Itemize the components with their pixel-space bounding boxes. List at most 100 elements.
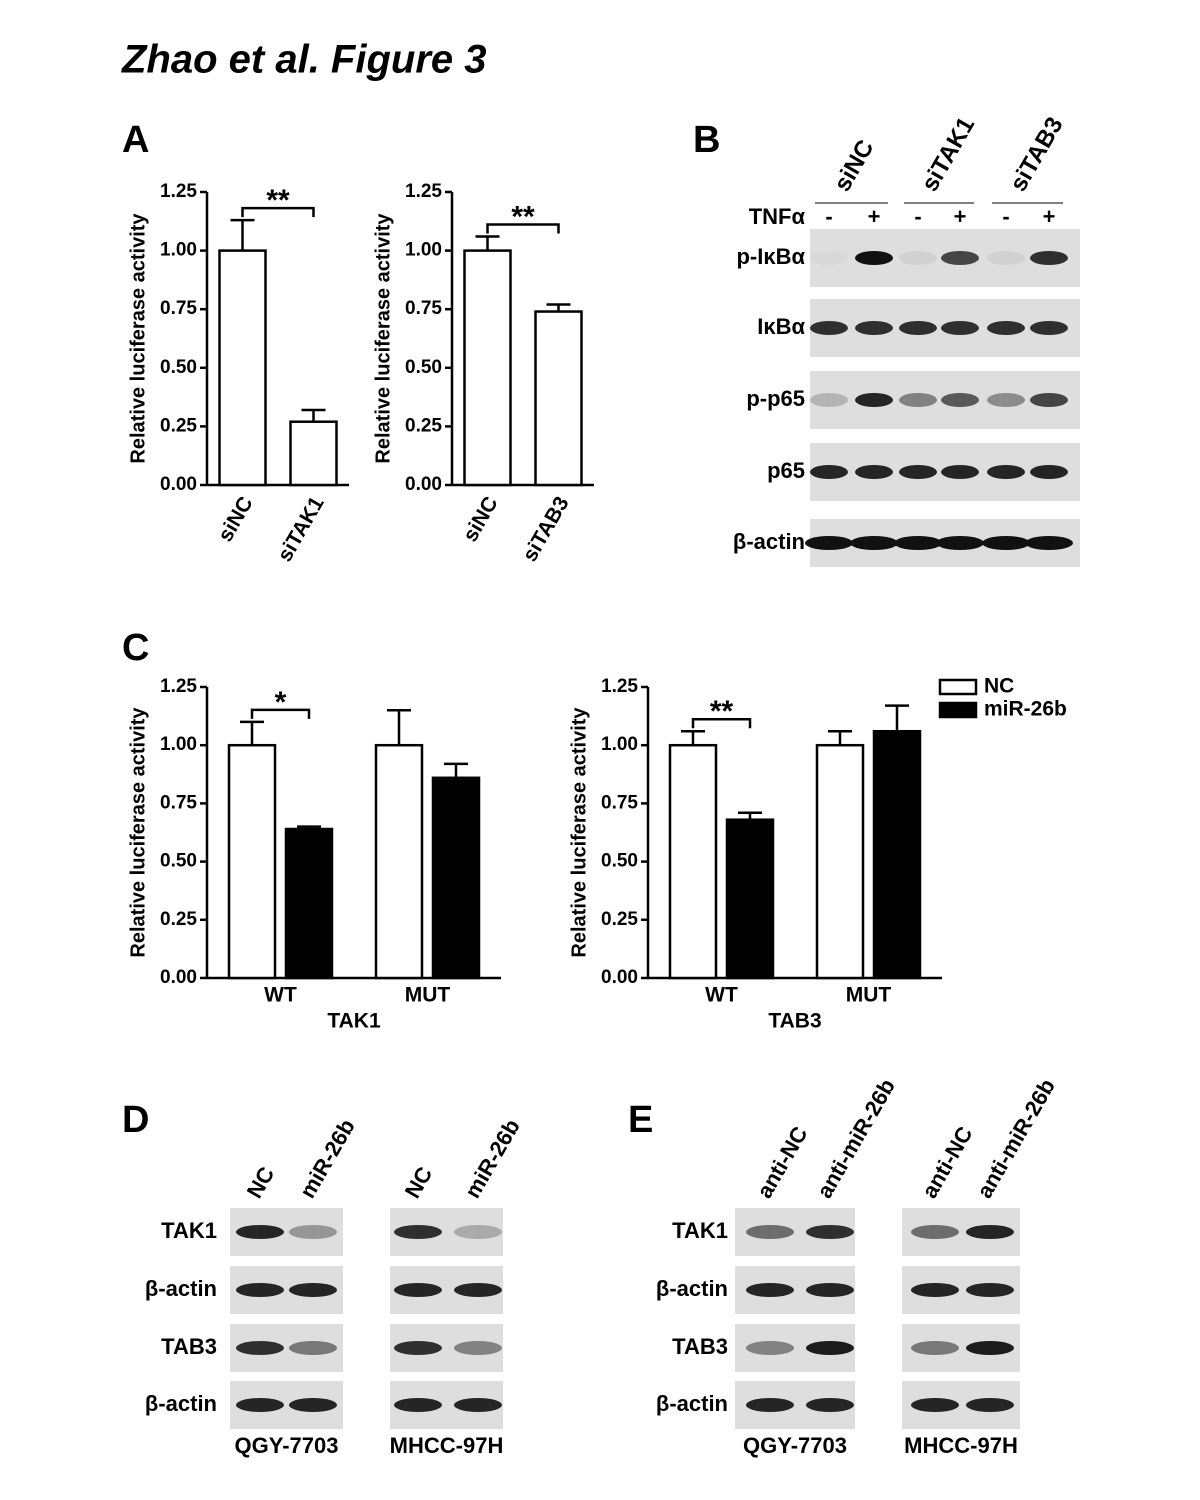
x-tick-label: MUT (846, 984, 892, 1007)
cell-line-label: QGY-7703 (235, 1433, 339, 1458)
significance-label: ** (266, 184, 290, 217)
panel-label: A (122, 119, 149, 161)
x-tick-label: siTAK1 (273, 492, 328, 565)
row-label: TAK1 (161, 1218, 217, 1243)
blot-band (941, 393, 979, 407)
blot-band (911, 1398, 959, 1412)
significance-label: ** (710, 695, 734, 728)
y-tick-label: 0.25 (160, 415, 197, 436)
x-axis-label: TAK1 (327, 1010, 381, 1033)
bar (431, 776, 481, 980)
row-label: β-actin (145, 1276, 217, 1301)
x-axis-label: TAB3 (768, 1010, 821, 1033)
blot-band (911, 1341, 959, 1355)
group-label: siTAB3 (1005, 113, 1069, 197)
panel-label: D (122, 1099, 149, 1141)
lane-sign: + (1043, 204, 1056, 229)
y-tick-label: 0.75 (160, 792, 197, 813)
row-label: β-actin (656, 1276, 728, 1301)
lane-label: anti-NC (917, 1122, 978, 1202)
lane-label: NC (242, 1162, 280, 1202)
y-tick-label: 0.50 (160, 357, 197, 378)
bar (534, 310, 583, 487)
blot-band (806, 1225, 854, 1239)
lane-label: miR-26b (295, 1115, 360, 1203)
blot-band (1030, 393, 1068, 407)
row-label: β-actin (656, 1391, 728, 1416)
lane-sign: + (954, 204, 967, 229)
error-bar (828, 729, 852, 746)
lane-sign: - (1002, 204, 1009, 229)
significance-label: ** (511, 200, 535, 233)
significance-bracket (691, 717, 752, 729)
treatment-label: TNFα (749, 204, 806, 229)
blot-band (1030, 321, 1068, 335)
row-label: β-actin (733, 529, 805, 554)
blot-band (987, 393, 1025, 407)
lane-label: NC (400, 1162, 438, 1202)
lane-sign: + (868, 204, 881, 229)
row-label: IκBα (757, 314, 805, 339)
legend-swatch (938, 701, 978, 719)
bar (725, 818, 775, 980)
blot-band (855, 251, 893, 265)
x-tick-label: siNC (214, 493, 258, 546)
y-tick-label: 1.25 (160, 181, 197, 202)
blot-band (454, 1225, 502, 1239)
blot-band (1025, 536, 1073, 550)
legend-swatch (938, 678, 978, 696)
x-tick-label: WT (705, 984, 738, 1007)
legend-label: NC (984, 675, 1014, 698)
row-label: TAK1 (672, 1218, 728, 1243)
bar (289, 420, 338, 487)
y-tick-label: 1.00 (160, 240, 197, 261)
bar (374, 743, 424, 980)
blot-band (911, 1283, 959, 1297)
x-tick-label: WT (264, 984, 297, 1007)
blot-band (966, 1225, 1014, 1239)
cell-line-label: QGY-7703 (743, 1433, 847, 1458)
x-tick-label: MUT (405, 984, 451, 1007)
error-bar (444, 762, 468, 778)
y-tick-label: 0.50 (405, 357, 442, 378)
row-label: p-p65 (746, 386, 805, 411)
y-tick-label: 1.25 (601, 676, 638, 697)
y-tick-label: 0.25 (601, 909, 638, 930)
blot-band (966, 1398, 1014, 1412)
blot-band (289, 1398, 337, 1412)
blot-band (941, 465, 979, 479)
group-label: siNC (829, 135, 880, 196)
blot-band (911, 1225, 959, 1239)
y-tick-label: 0.00 (160, 474, 197, 495)
blot-band (805, 536, 853, 550)
y-axis-label: Relative luciferase activity (372, 213, 394, 464)
bar (227, 743, 277, 980)
blot-band (850, 536, 898, 550)
y-tick-label: 1.00 (160, 734, 197, 755)
blot-band (810, 465, 848, 479)
error-bar (230, 218, 255, 251)
blot-band (236, 1225, 284, 1239)
panel-label: C (122, 627, 149, 669)
row-label: p-IκBα (736, 244, 805, 269)
blot-band (454, 1283, 502, 1297)
blot-band (855, 393, 893, 407)
error-bar (546, 303, 571, 312)
row-label: TAB3 (672, 1334, 728, 1359)
blot-band (941, 321, 979, 335)
y-tick-label: 1.00 (601, 734, 638, 755)
cell-line-label: MHCC-97H (904, 1433, 1018, 1458)
blot-band (454, 1341, 502, 1355)
blot-band (810, 251, 848, 265)
y-tick-label: 0.75 (601, 792, 638, 813)
y-tick-label: 0.00 (601, 967, 638, 988)
blot-band (966, 1283, 1014, 1297)
lane-sign: - (825, 204, 832, 229)
figure-title: Zhao et al. Figure 3 (121, 38, 487, 82)
lane-label: anti-miR-26b (812, 1075, 900, 1203)
error-bar (681, 729, 705, 746)
error-bar (297, 825, 321, 830)
y-axis-label: Relative luciferase activity (568, 707, 590, 958)
blot-band (394, 1283, 442, 1297)
